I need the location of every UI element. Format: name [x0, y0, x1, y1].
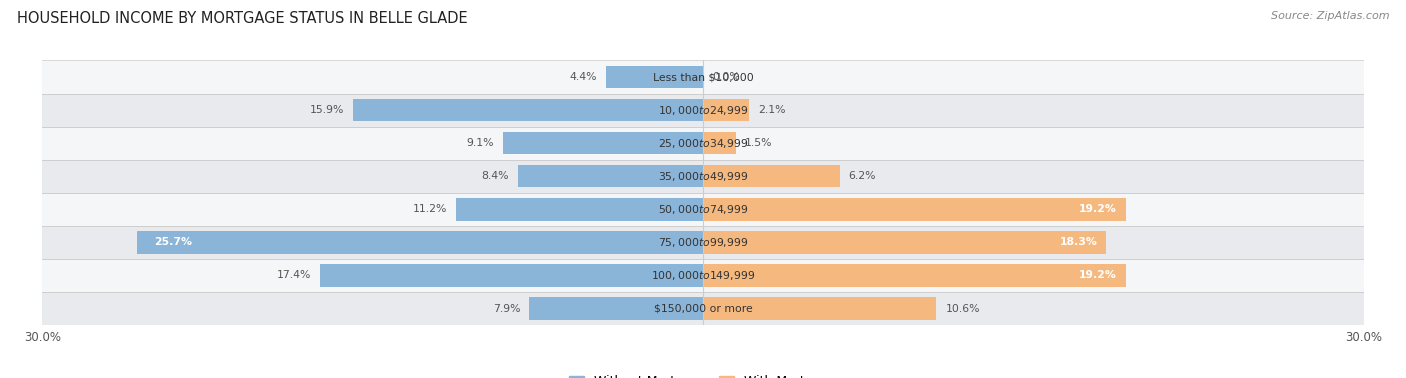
Bar: [703, 165, 839, 187]
Bar: [517, 165, 703, 187]
Legend: Without Mortgage, With Mortgage: Without Mortgage, With Mortgage: [564, 370, 842, 378]
Text: $100,000 to $149,999: $100,000 to $149,999: [651, 269, 755, 282]
Text: $150,000 or more: $150,000 or more: [654, 304, 752, 313]
Bar: [42, 193, 1364, 226]
Bar: [502, 132, 703, 155]
Bar: [42, 292, 1364, 325]
Bar: [42, 226, 1364, 259]
Text: $50,000 to $74,999: $50,000 to $74,999: [658, 203, 748, 216]
Text: 7.9%: 7.9%: [492, 304, 520, 313]
Bar: [42, 259, 1364, 292]
Text: 17.4%: 17.4%: [277, 271, 311, 280]
Bar: [136, 231, 703, 254]
Text: 19.2%: 19.2%: [1080, 204, 1118, 214]
Bar: [42, 60, 1364, 94]
Bar: [703, 99, 749, 121]
Bar: [42, 127, 1364, 160]
Text: $75,000 to $99,999: $75,000 to $99,999: [658, 236, 748, 249]
Bar: [703, 297, 936, 320]
Text: 9.1%: 9.1%: [467, 138, 494, 148]
Bar: [606, 66, 703, 88]
Text: 8.4%: 8.4%: [482, 171, 509, 181]
Text: 11.2%: 11.2%: [413, 204, 447, 214]
Bar: [529, 297, 703, 320]
Text: 10.6%: 10.6%: [945, 304, 980, 313]
Bar: [703, 264, 1126, 287]
Bar: [703, 132, 737, 155]
Text: Source: ZipAtlas.com: Source: ZipAtlas.com: [1271, 11, 1389, 21]
Text: $25,000 to $34,999: $25,000 to $34,999: [658, 137, 748, 150]
Bar: [42, 94, 1364, 127]
Text: 2.1%: 2.1%: [758, 105, 786, 115]
Text: 19.2%: 19.2%: [1080, 271, 1118, 280]
Text: 6.2%: 6.2%: [848, 171, 876, 181]
Text: 4.4%: 4.4%: [569, 72, 598, 82]
Bar: [319, 264, 703, 287]
Bar: [353, 99, 703, 121]
Bar: [703, 198, 1126, 221]
Text: $10,000 to $24,999: $10,000 to $24,999: [658, 104, 748, 116]
Text: 0.0%: 0.0%: [711, 72, 740, 82]
Text: 15.9%: 15.9%: [309, 105, 344, 115]
Text: Less than $10,000: Less than $10,000: [652, 72, 754, 82]
Bar: [457, 198, 703, 221]
Bar: [42, 160, 1364, 193]
Text: 1.5%: 1.5%: [745, 138, 772, 148]
Text: 18.3%: 18.3%: [1059, 237, 1097, 247]
Text: $35,000 to $49,999: $35,000 to $49,999: [658, 170, 748, 183]
Text: 25.7%: 25.7%: [155, 237, 193, 247]
Text: HOUSEHOLD INCOME BY MORTGAGE STATUS IN BELLE GLADE: HOUSEHOLD INCOME BY MORTGAGE STATUS IN B…: [17, 11, 468, 26]
Bar: [703, 231, 1107, 254]
